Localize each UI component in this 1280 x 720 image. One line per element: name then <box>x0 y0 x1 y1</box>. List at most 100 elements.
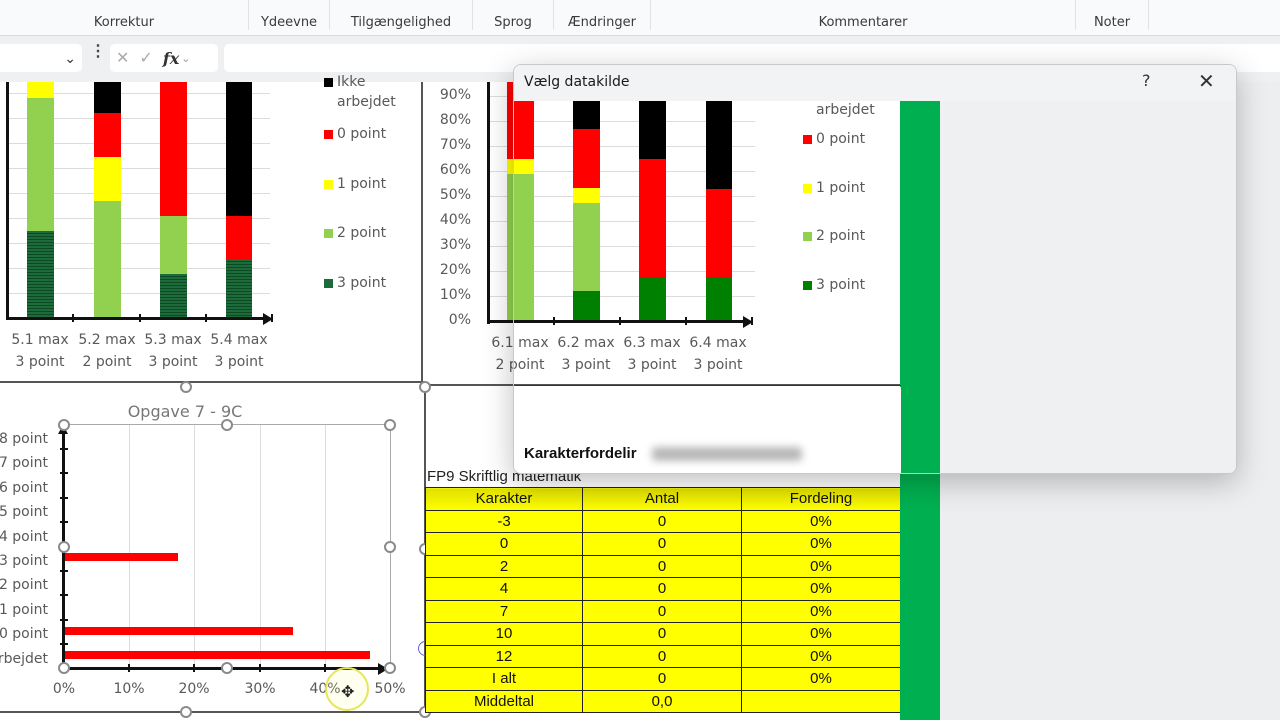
dialog-titlebar[interactable]: Vælg datakilde ? ✕ <box>514 65 1236 101</box>
table-cell[interactable]: 0 <box>582 644 742 668</box>
legend-item-1point[interactable]: 1 point <box>324 174 386 194</box>
chart-resize-handle[interactable] <box>419 381 431 393</box>
close-icon[interactable]: ✕ <box>1198 69 1215 93</box>
resize-handle[interactable] <box>384 419 396 431</box>
more-options-icon[interactable]: ⋮ <box>90 43 106 60</box>
chevron-down-icon[interactable]: ⌄ <box>181 52 191 65</box>
table-cell[interactable]: 4 <box>425 577 583 601</box>
table-cell[interactable]: Middeltal <box>425 689 583 713</box>
table-cell[interactable] <box>741 689 901 713</box>
table-cell[interactable]: 0% <box>741 509 901 533</box>
chart-opgave-6[interactable]: 0% 10% 20% 30% 40% 50% 60% 70% 80% 90% <box>425 82 900 385</box>
bar-5-4-3point[interactable] <box>226 259 252 318</box>
table-cell[interactable]: 12 <box>425 644 583 668</box>
chart-opgave-5[interactable]: 5.1 max 3 point 5.2 max 2 point 5.3 max 3 p… <box>0 74 422 382</box>
resize-handle[interactable] <box>384 662 396 674</box>
header-cell[interactable]: Karakter <box>425 487 583 511</box>
legend-item-3point[interactable]: 3 point <box>803 275 865 295</box>
legend-item-1point[interactable]: 1 point <box>803 178 865 198</box>
bar-5-3-2point[interactable] <box>160 216 187 274</box>
chevron-down-icon[interactable]: ⌄ <box>64 50 76 66</box>
table-cell[interactable]: 0 <box>425 532 583 556</box>
header-cell[interactable]: Fordeling <box>741 487 901 511</box>
ribbon-group-label: Kommentarer <box>818 15 908 30</box>
chart-resize-handle[interactable] <box>180 706 192 718</box>
legend-label: 3 point <box>337 275 387 291</box>
table-cell[interactable]: 0 <box>582 667 742 691</box>
table-cell[interactable]: -3 <box>425 509 583 533</box>
hbar-0point[interactable] <box>64 627 293 635</box>
hbar-ikke-arbejdet[interactable] <box>64 651 370 659</box>
legend-item-0point[interactable]: 0 point <box>324 124 386 144</box>
legend-item-3point[interactable]: 3 point <box>324 273 386 293</box>
help-icon[interactable]: ? <box>1142 71 1151 90</box>
legend-swatch <box>803 232 812 241</box>
ribbon: Korrektur Ydeevne Tilgængelighed Sprog Æ… <box>0 0 1280 36</box>
bar-5-2-1point[interactable] <box>94 157 121 201</box>
table-cell[interactable]: 0,0 <box>582 689 742 713</box>
table-cell[interactable]: 7 <box>425 599 583 623</box>
bar-5-1-2point[interactable] <box>27 98 54 231</box>
table-cell[interactable]: 0% <box>741 599 901 623</box>
bar-6-2-0point[interactable] <box>573 129 600 188</box>
bar-6-3-0point[interactable] <box>639 159 666 277</box>
hbar-3point[interactable] <box>64 553 178 561</box>
bar-5-3-3point[interactable] <box>160 274 187 318</box>
chart-resize-handle[interactable] <box>180 381 192 393</box>
resize-handle[interactable] <box>58 541 70 553</box>
legend-item-0point[interactable]: 0 point <box>803 129 865 149</box>
green-filled-column[interactable] <box>900 100 940 720</box>
legend-item-2point[interactable]: 2 point <box>803 226 865 246</box>
enter-check-icon[interactable]: ✓ <box>139 50 153 67</box>
header-cell[interactable]: Antal <box>582 487 742 511</box>
resize-handle[interactable] <box>58 419 70 431</box>
bar-5-4-0point[interactable] <box>226 216 252 259</box>
table-cell[interactable]: 0% <box>741 667 901 691</box>
legend-item-2point[interactable]: 2 point <box>324 223 386 243</box>
table-cell[interactable]: 0 <box>582 599 742 623</box>
insert-function-icon[interactable]: fx <box>162 48 180 68</box>
bar-5-4-ikke-arbejdet[interactable] <box>226 82 252 216</box>
legend-item-ikke-arbejdet[interactable]: arbejdet <box>816 100 875 120</box>
resize-handle[interactable] <box>58 662 70 674</box>
table-cell[interactable]: 0% <box>741 622 901 646</box>
legend-item-ikke-arbejdet[interactable]: Ikke arbejdet <box>324 72 407 112</box>
category-label: 5.2 max 2 point <box>72 329 142 373</box>
table-cell[interactable]: 0 <box>582 554 742 578</box>
bar-5-2-ikke-arbejdet[interactable] <box>94 82 121 113</box>
table-cell[interactable]: I alt <box>425 667 583 691</box>
table-cell[interactable]: 0% <box>741 644 901 668</box>
table-cell[interactable]: 0% <box>741 532 901 556</box>
bar-5-2-0point[interactable] <box>94 113 121 157</box>
chart-title[interactable]: Opgave 7 - 9C <box>127 402 243 421</box>
table-cell[interactable]: 0 <box>582 532 742 556</box>
bar-6-4-3point[interactable] <box>706 277 732 321</box>
bar-6-4-0point[interactable] <box>706 189 732 277</box>
blurred-text <box>652 447 802 461</box>
resize-handle[interactable] <box>384 541 396 553</box>
chart-opgave-7-9c[interactable]: Opgave 7 - 9C 8 point 7 point 6 point 5 … <box>0 387 424 713</box>
resize-handle[interactable] <box>221 662 233 674</box>
table-cell[interactable]: 0 <box>582 577 742 601</box>
bar-5-3-0point[interactable] <box>160 82 187 216</box>
table-cell[interactable]: 0 <box>582 509 742 533</box>
table-cell[interactable]: 0% <box>741 554 901 578</box>
bar-6-2-3point[interactable] <box>573 291 600 321</box>
table-cell[interactable]: 0 <box>582 622 742 646</box>
bar-6-1-2point[interactable] <box>507 174 534 321</box>
bar-6-3-3point[interactable] <box>639 277 666 321</box>
category-line: 2 point <box>82 354 132 370</box>
bar-6-2-2point[interactable] <box>573 203 600 291</box>
bar-5-1-1point[interactable] <box>27 82 54 98</box>
y-tick-label: 0% <box>448 312 471 328</box>
table-cell[interactable]: 2 <box>425 554 583 578</box>
bar-6-2-1point[interactable] <box>573 188 600 203</box>
name-box[interactable]: ⌄ <box>0 44 82 72</box>
cancel-x-icon[interactable]: ✕ <box>116 50 130 67</box>
table-cell[interactable]: 10 <box>425 622 583 646</box>
y-tick <box>60 521 68 523</box>
bar-5-2-2point[interactable] <box>94 201 121 318</box>
table-cell[interactable]: 0% <box>741 577 901 601</box>
resize-handle[interactable] <box>221 419 233 431</box>
bar-5-1-3point[interactable] <box>27 231 54 318</box>
